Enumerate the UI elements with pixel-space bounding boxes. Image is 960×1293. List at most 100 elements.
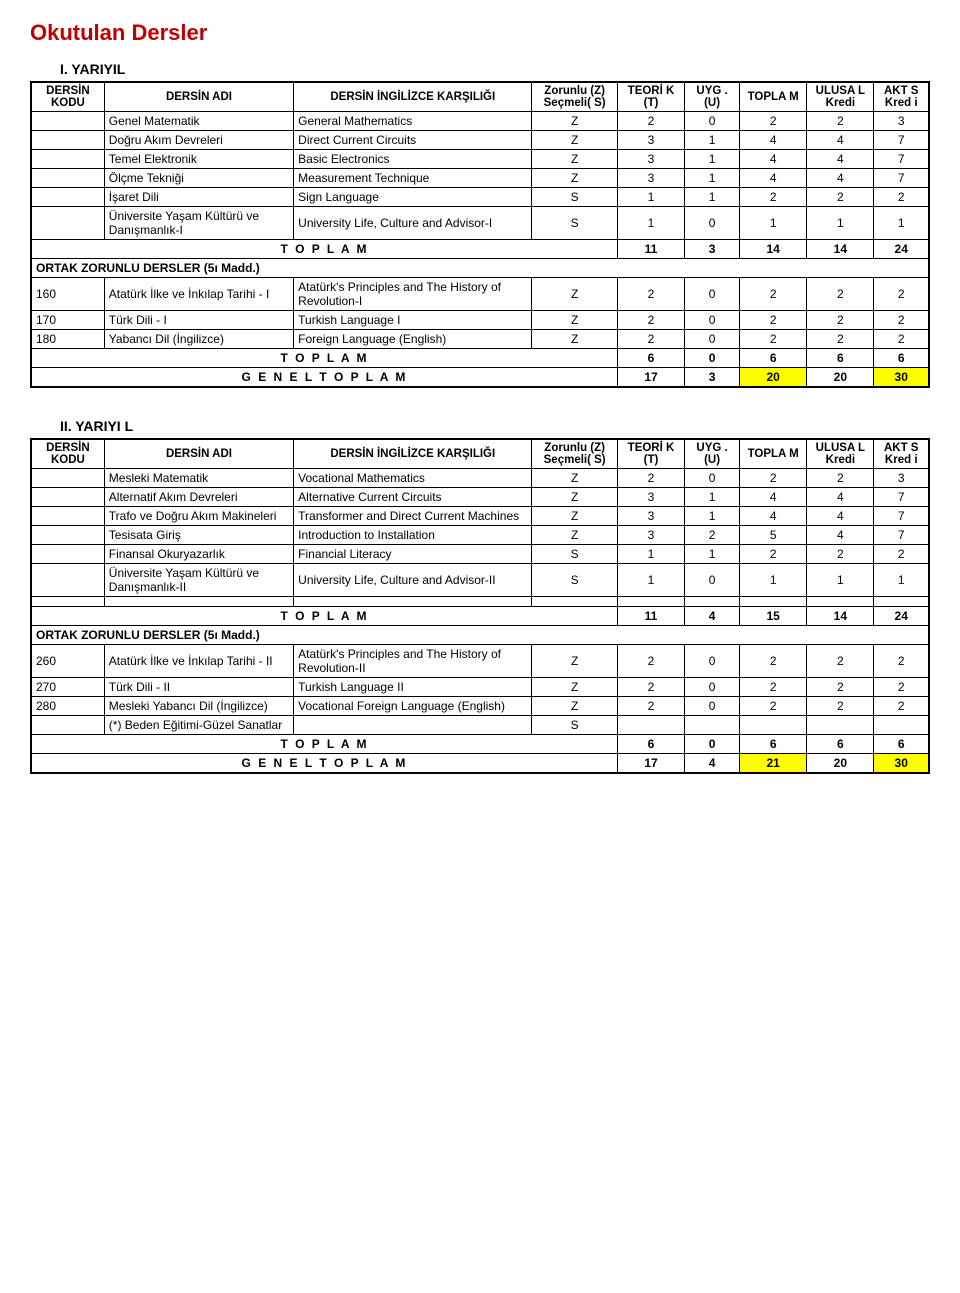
- cell-ak: 7: [874, 488, 929, 507]
- sum-row: T O P L A M113141424: [31, 240, 929, 259]
- sum-row: T O P L A M60666: [31, 735, 929, 754]
- cell-zs: S: [532, 716, 618, 735]
- table-row: Temel ElektronikBasic ElectronicsZ31447: [31, 150, 929, 169]
- cell-u: 0: [685, 207, 740, 240]
- cell-u: 0: [685, 112, 740, 131]
- cell-kodu: [31, 488, 104, 507]
- cell-zs: Z: [532, 169, 618, 188]
- sum-u: 4: [685, 754, 740, 774]
- cell-eng: University Life, Culture and Advisor-II: [294, 564, 532, 597]
- cell-zs: Z: [532, 678, 618, 697]
- cell-t: 1: [617, 564, 684, 597]
- col-akts: AKT S Kred i: [874, 439, 929, 469]
- cell-kr: 4: [807, 169, 874, 188]
- col-uyg: UYG . (U): [685, 82, 740, 112]
- cell-t: [617, 716, 684, 735]
- table-row: 170Türk Dili - ITurkish Language IZ20222: [31, 311, 929, 330]
- cell-kodu: 260: [31, 645, 104, 678]
- cell-top: 2: [740, 678, 807, 697]
- cell-zs: Z: [532, 488, 618, 507]
- cell-top: 2: [740, 469, 807, 488]
- section-row: ORTAK ZORUNLU DERSLER (5ı Madd.): [31, 626, 929, 645]
- cell-zs: Z: [532, 131, 618, 150]
- cell-zs: Z: [532, 697, 618, 716]
- cell-u: 2: [685, 526, 740, 545]
- cell-u: 0: [685, 469, 740, 488]
- cell-eng: Basic Electronics: [294, 150, 532, 169]
- cell-top: 2: [740, 278, 807, 311]
- sum-ak: 6: [874, 735, 929, 754]
- cell-top: 1: [740, 564, 807, 597]
- sum-top: 6: [740, 349, 807, 368]
- cell-kodu: [31, 564, 104, 597]
- cell-zs: Z: [532, 150, 618, 169]
- cell-t: 2: [617, 469, 684, 488]
- cell-adi: Finansal Okuryazarlık: [104, 545, 293, 564]
- sum-ak: 30: [874, 754, 929, 774]
- cell-eng: Sign Language: [294, 188, 532, 207]
- cell-adi: Üniversite Yaşam Kültürü ve Danışmanlık-…: [104, 564, 293, 597]
- table-row: Tesisata GirişIntroduction to Installati…: [31, 526, 929, 545]
- cell-top: 5: [740, 526, 807, 545]
- col-kodu: DERSİN KODU: [31, 82, 104, 112]
- table-row: Üniversite Yaşam Kültürü ve Danışmanlık-…: [31, 564, 929, 597]
- sum-t: 6: [617, 735, 684, 754]
- cell-eng: Vocational Mathematics: [294, 469, 532, 488]
- cell-kodu: [31, 716, 104, 735]
- sum-kr: 20: [807, 368, 874, 388]
- cell-adi: Atatürk İlke ve İnkılap Tarihi - I: [104, 278, 293, 311]
- cell-u: [685, 716, 740, 735]
- cell-kodu: [31, 545, 104, 564]
- cell-adi: Mesleki Matematik: [104, 469, 293, 488]
- cell-ak: [874, 716, 929, 735]
- sum-label: G E N E L T O P L A M: [31, 754, 617, 774]
- cell-t: 2: [617, 330, 684, 349]
- cell-u: 1: [685, 188, 740, 207]
- sum-kr: 20: [807, 754, 874, 774]
- cell-top: 4: [740, 150, 807, 169]
- cell-t: 2: [617, 697, 684, 716]
- cell-adi: (*) Beden Eğitimi-Güzel Sanatlar: [104, 716, 293, 735]
- cell-t: 2: [617, 678, 684, 697]
- cell-kr: [807, 716, 874, 735]
- section-label: ORTAK ZORUNLU DERSLER (5ı Madd.): [31, 626, 929, 645]
- cell-t: 1: [617, 188, 684, 207]
- sum-row: T O P L A M114151424: [31, 607, 929, 626]
- cell-t: 2: [617, 311, 684, 330]
- cell-top: 2: [740, 112, 807, 131]
- cell-ak: 7: [874, 169, 929, 188]
- cell-ak: 2: [874, 188, 929, 207]
- sum-t: 6: [617, 349, 684, 368]
- sum-kr: 14: [807, 607, 874, 626]
- table-row: Mesleki MatematikVocational MathematicsZ…: [31, 469, 929, 488]
- cell-eng: Atatürk's Principles and The History of …: [294, 278, 532, 311]
- sum-label: T O P L A M: [31, 240, 617, 259]
- cell-zs: Z: [532, 526, 618, 545]
- col-eng: DERSİN İNGİLİZCE KARŞILIĞI: [294, 82, 532, 112]
- table-row: 160Atatürk İlke ve İnkılap Tarihi - IAta…: [31, 278, 929, 311]
- cell-top: 2: [740, 188, 807, 207]
- cell-zs: S: [532, 188, 618, 207]
- sum-label: T O P L A M: [31, 607, 617, 626]
- cell-eng: Foreign Language (English): [294, 330, 532, 349]
- cell-kr: 2: [807, 278, 874, 311]
- cell-kodu: [31, 207, 104, 240]
- cell-t: 2: [617, 112, 684, 131]
- cell-kr: 4: [807, 488, 874, 507]
- cell-top: 2: [740, 545, 807, 564]
- cell-zs: Z: [532, 278, 618, 311]
- section-row: ORTAK ZORUNLU DERSLER (5ı Madd.): [31, 259, 929, 278]
- cell-adi: Üniversite Yaşam Kültürü ve Danışmanlık-…: [104, 207, 293, 240]
- col-teori: TEORİ K (T): [617, 82, 684, 112]
- cell-ak: 2: [874, 330, 929, 349]
- col-adi: DERSİN ADI: [104, 82, 293, 112]
- cell-ak: 2: [874, 311, 929, 330]
- cell-adi: Yabancı Dil (İngilizce): [104, 330, 293, 349]
- sum-top: 20: [740, 368, 807, 388]
- table-head: DERSİN KODU DERSİN ADI DERSİN İNGİLİZCE …: [31, 439, 929, 469]
- sum-ak: 24: [874, 240, 929, 259]
- cell-eng: Introduction to Installation: [294, 526, 532, 545]
- col-eng: DERSİN İNGİLİZCE KARŞILIĞI: [294, 439, 532, 469]
- cell-kr: 2: [807, 469, 874, 488]
- table-row: Finansal OkuryazarlıkFinancial LiteracyS…: [31, 545, 929, 564]
